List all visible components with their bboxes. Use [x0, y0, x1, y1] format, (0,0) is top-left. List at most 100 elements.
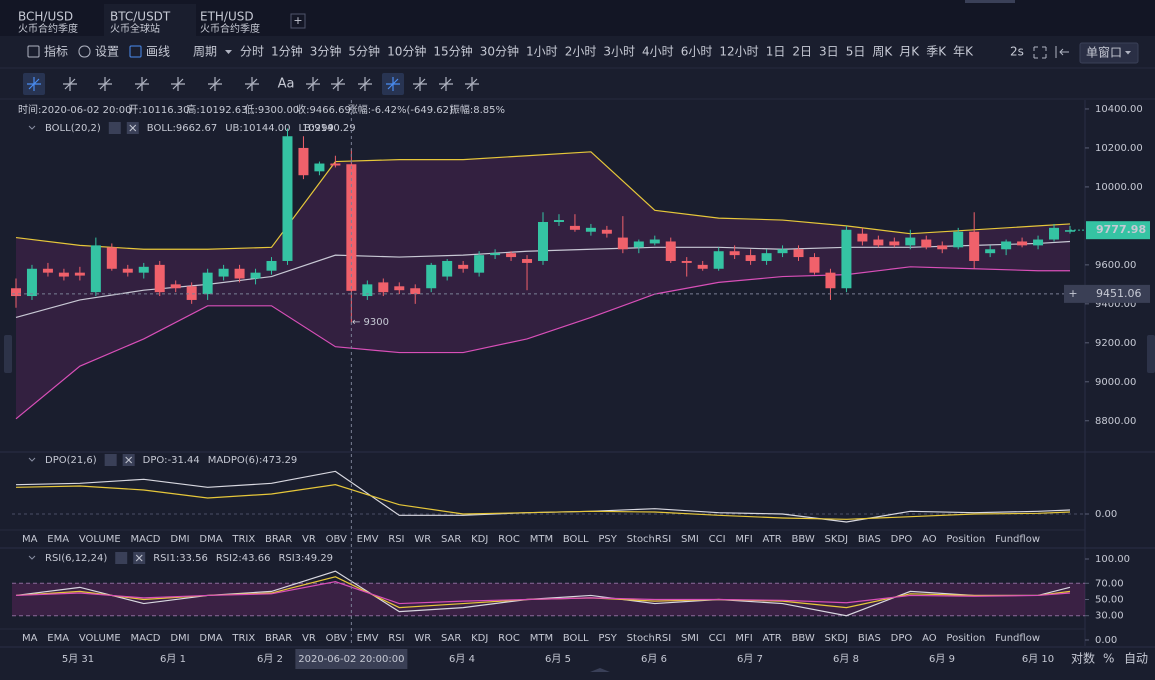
- indicator-tab[interactable]: OBV: [326, 633, 347, 644]
- period-button[interactable]: 15分钟: [433, 44, 472, 59]
- bottom-handle[interactable]: [590, 668, 610, 672]
- indicator-tab[interactable]: WR: [414, 633, 431, 644]
- indicator-tab[interactable]: EMA: [47, 534, 69, 545]
- indicator-tab[interactable]: MFI: [735, 633, 752, 644]
- draw-tool-icon[interactable]: [413, 77, 427, 91]
- draw-tool-icon[interactable]: [331, 77, 345, 91]
- draw-tool-icon[interactable]: [358, 77, 372, 91]
- indicator-tab[interactable]: Position: [946, 534, 985, 545]
- indicator-tab[interactable]: ATR: [763, 534, 782, 545]
- period-button[interactable]: 年K: [953, 45, 974, 59]
- indicator-tab[interactable]: VR: [302, 633, 316, 644]
- period-button[interactable]: 5日: [846, 45, 866, 59]
- draw-tool-icon[interactable]: [27, 77, 41, 91]
- indicator-tab[interactable]: KDJ: [471, 534, 488, 545]
- tool-button[interactable]: 设置: [95, 45, 119, 59]
- refresh-rate[interactable]: 2s: [1010, 45, 1024, 59]
- period-button[interactable]: 3分钟: [310, 44, 342, 59]
- period-button[interactable]: 6小时: [681, 45, 713, 59]
- indicator-tab[interactable]: SAR: [441, 633, 461, 644]
- indicator-tab[interactable]: BIAS: [858, 534, 881, 545]
- indicator-tab[interactable]: CCI: [709, 534, 726, 545]
- collapse-chevron[interactable]: [28, 125, 36, 130]
- indicator-tab[interactable]: MFI: [735, 534, 752, 545]
- period-button[interactable]: 4小时: [642, 45, 674, 59]
- collapse-chevron[interactable]: [28, 457, 36, 462]
- indicator-tab[interactable]: ROC: [498, 534, 520, 545]
- period-button[interactable]: 2小时: [565, 45, 597, 59]
- indicator-tab[interactable]: TRIX: [231, 534, 255, 545]
- settings-icon[interactable]: [115, 552, 128, 564]
- period-button[interactable]: 3小时: [603, 45, 635, 59]
- indicator-tab[interactable]: DMA: [199, 534, 222, 545]
- tab-symbol[interactable]: ETH/USD: [200, 10, 254, 24]
- indicator-tab[interactable]: DPO: [891, 633, 913, 644]
- text-tool[interactable]: Aa: [278, 77, 295, 92]
- indicator-tab[interactable]: AO: [922, 534, 937, 545]
- indicator-tab[interactable]: ROC: [498, 633, 520, 644]
- indicator-tab[interactable]: MACD: [131, 633, 161, 644]
- period-button[interactable]: 1日: [766, 45, 786, 59]
- left-handle[interactable]: [4, 335, 12, 373]
- period-button[interactable]: 1小时: [526, 45, 558, 59]
- indicator-tab[interactable]: MTM: [530, 633, 553, 644]
- indicator-tab[interactable]: Fundflow: [995, 534, 1040, 545]
- period-button[interactable]: 30分钟: [480, 44, 519, 59]
- draw-tool-icon[interactable]: [306, 77, 320, 91]
- axis-option[interactable]: %: [1103, 652, 1114, 666]
- indicator-tab[interactable]: SKDJ: [825, 633, 849, 644]
- period-button[interactable]: 3日: [819, 45, 839, 59]
- draw-tool-icon[interactable]: [171, 77, 185, 91]
- draw-tool-icon[interactable]: [135, 77, 149, 91]
- indicator-tab[interactable]: VOLUME: [79, 633, 121, 644]
- indicator-tab[interactable]: MA: [22, 633, 38, 644]
- add-tab[interactable]: +: [293, 14, 302, 27]
- collapse-chevron[interactable]: [28, 555, 36, 560]
- period-button[interactable]: 分时: [240, 45, 264, 59]
- draw-tool-icon[interactable]: [208, 77, 222, 91]
- period-button[interactable]: 5分钟: [348, 44, 380, 59]
- period-button[interactable]: 周K: [872, 45, 893, 59]
- fullscreen-icon[interactable]: [1033, 46, 1047, 59]
- indicator-tab[interactable]: WR: [414, 534, 431, 545]
- indicator-tab[interactable]: Fundflow: [995, 633, 1040, 644]
- indicator-tab[interactable]: ATR: [763, 633, 782, 644]
- indicator-tab[interactable]: MTM: [530, 534, 553, 545]
- right-handle[interactable]: [1147, 335, 1155, 373]
- period-button[interactable]: 2日: [792, 45, 812, 59]
- indicator-tab[interactable]: BBW: [791, 633, 814, 644]
- indicator-tab[interactable]: SKDJ: [825, 534, 849, 545]
- indicator-tab[interactable]: MACD: [131, 534, 161, 545]
- period-label[interactable]: 周期: [193, 45, 217, 59]
- indicator-tab[interactable]: AO: [922, 633, 937, 644]
- indicator-tab[interactable]: DMI: [170, 633, 189, 644]
- indicator-tab[interactable]: PSY: [598, 534, 617, 545]
- indicator-tab[interactable]: BOLL: [563, 633, 589, 644]
- period-button[interactable]: 1分钟: [271, 44, 303, 59]
- draw-tool-icon[interactable]: [245, 77, 259, 91]
- tool-button[interactable]: 指标: [44, 44, 68, 59]
- draw-tool-icon[interactable]: [63, 77, 77, 91]
- indicator-tab[interactable]: DMI: [170, 534, 189, 545]
- indicator-tab[interactable]: SMI: [681, 633, 699, 644]
- indicator-tab[interactable]: KDJ: [471, 633, 488, 644]
- indicator-tab[interactable]: Position: [946, 633, 985, 644]
- tab-symbol[interactable]: BCH/USD: [18, 10, 73, 24]
- collapse-icon[interactable]: [1055, 46, 1069, 58]
- indicator-tab[interactable]: RSI: [388, 534, 404, 545]
- indicator-tab[interactable]: SAR: [441, 534, 461, 545]
- draw-tool-icon[interactable]: [98, 77, 112, 91]
- indicator-tab[interactable]: PSY: [598, 633, 617, 644]
- indicator-tab[interactable]: VR: [302, 534, 316, 545]
- indicator-tab[interactable]: TRIX: [231, 633, 255, 644]
- tab-symbol[interactable]: BTC/USDT: [110, 10, 171, 24]
- settings-icon[interactable]: [104, 454, 117, 466]
- indicator-tab[interactable]: BIAS: [858, 633, 881, 644]
- indicator-tab[interactable]: DMA: [199, 633, 222, 644]
- window-select[interactable]: 单窗口: [1086, 46, 1122, 60]
- indicator-tab[interactable]: BRAR: [265, 633, 292, 644]
- axis-option[interactable]: 对数: [1071, 651, 1095, 666]
- indicator-tab[interactable]: StochRSI: [627, 633, 671, 644]
- indicator-tab[interactable]: BBW: [791, 534, 814, 545]
- period-button[interactable]: 季K: [926, 45, 947, 59]
